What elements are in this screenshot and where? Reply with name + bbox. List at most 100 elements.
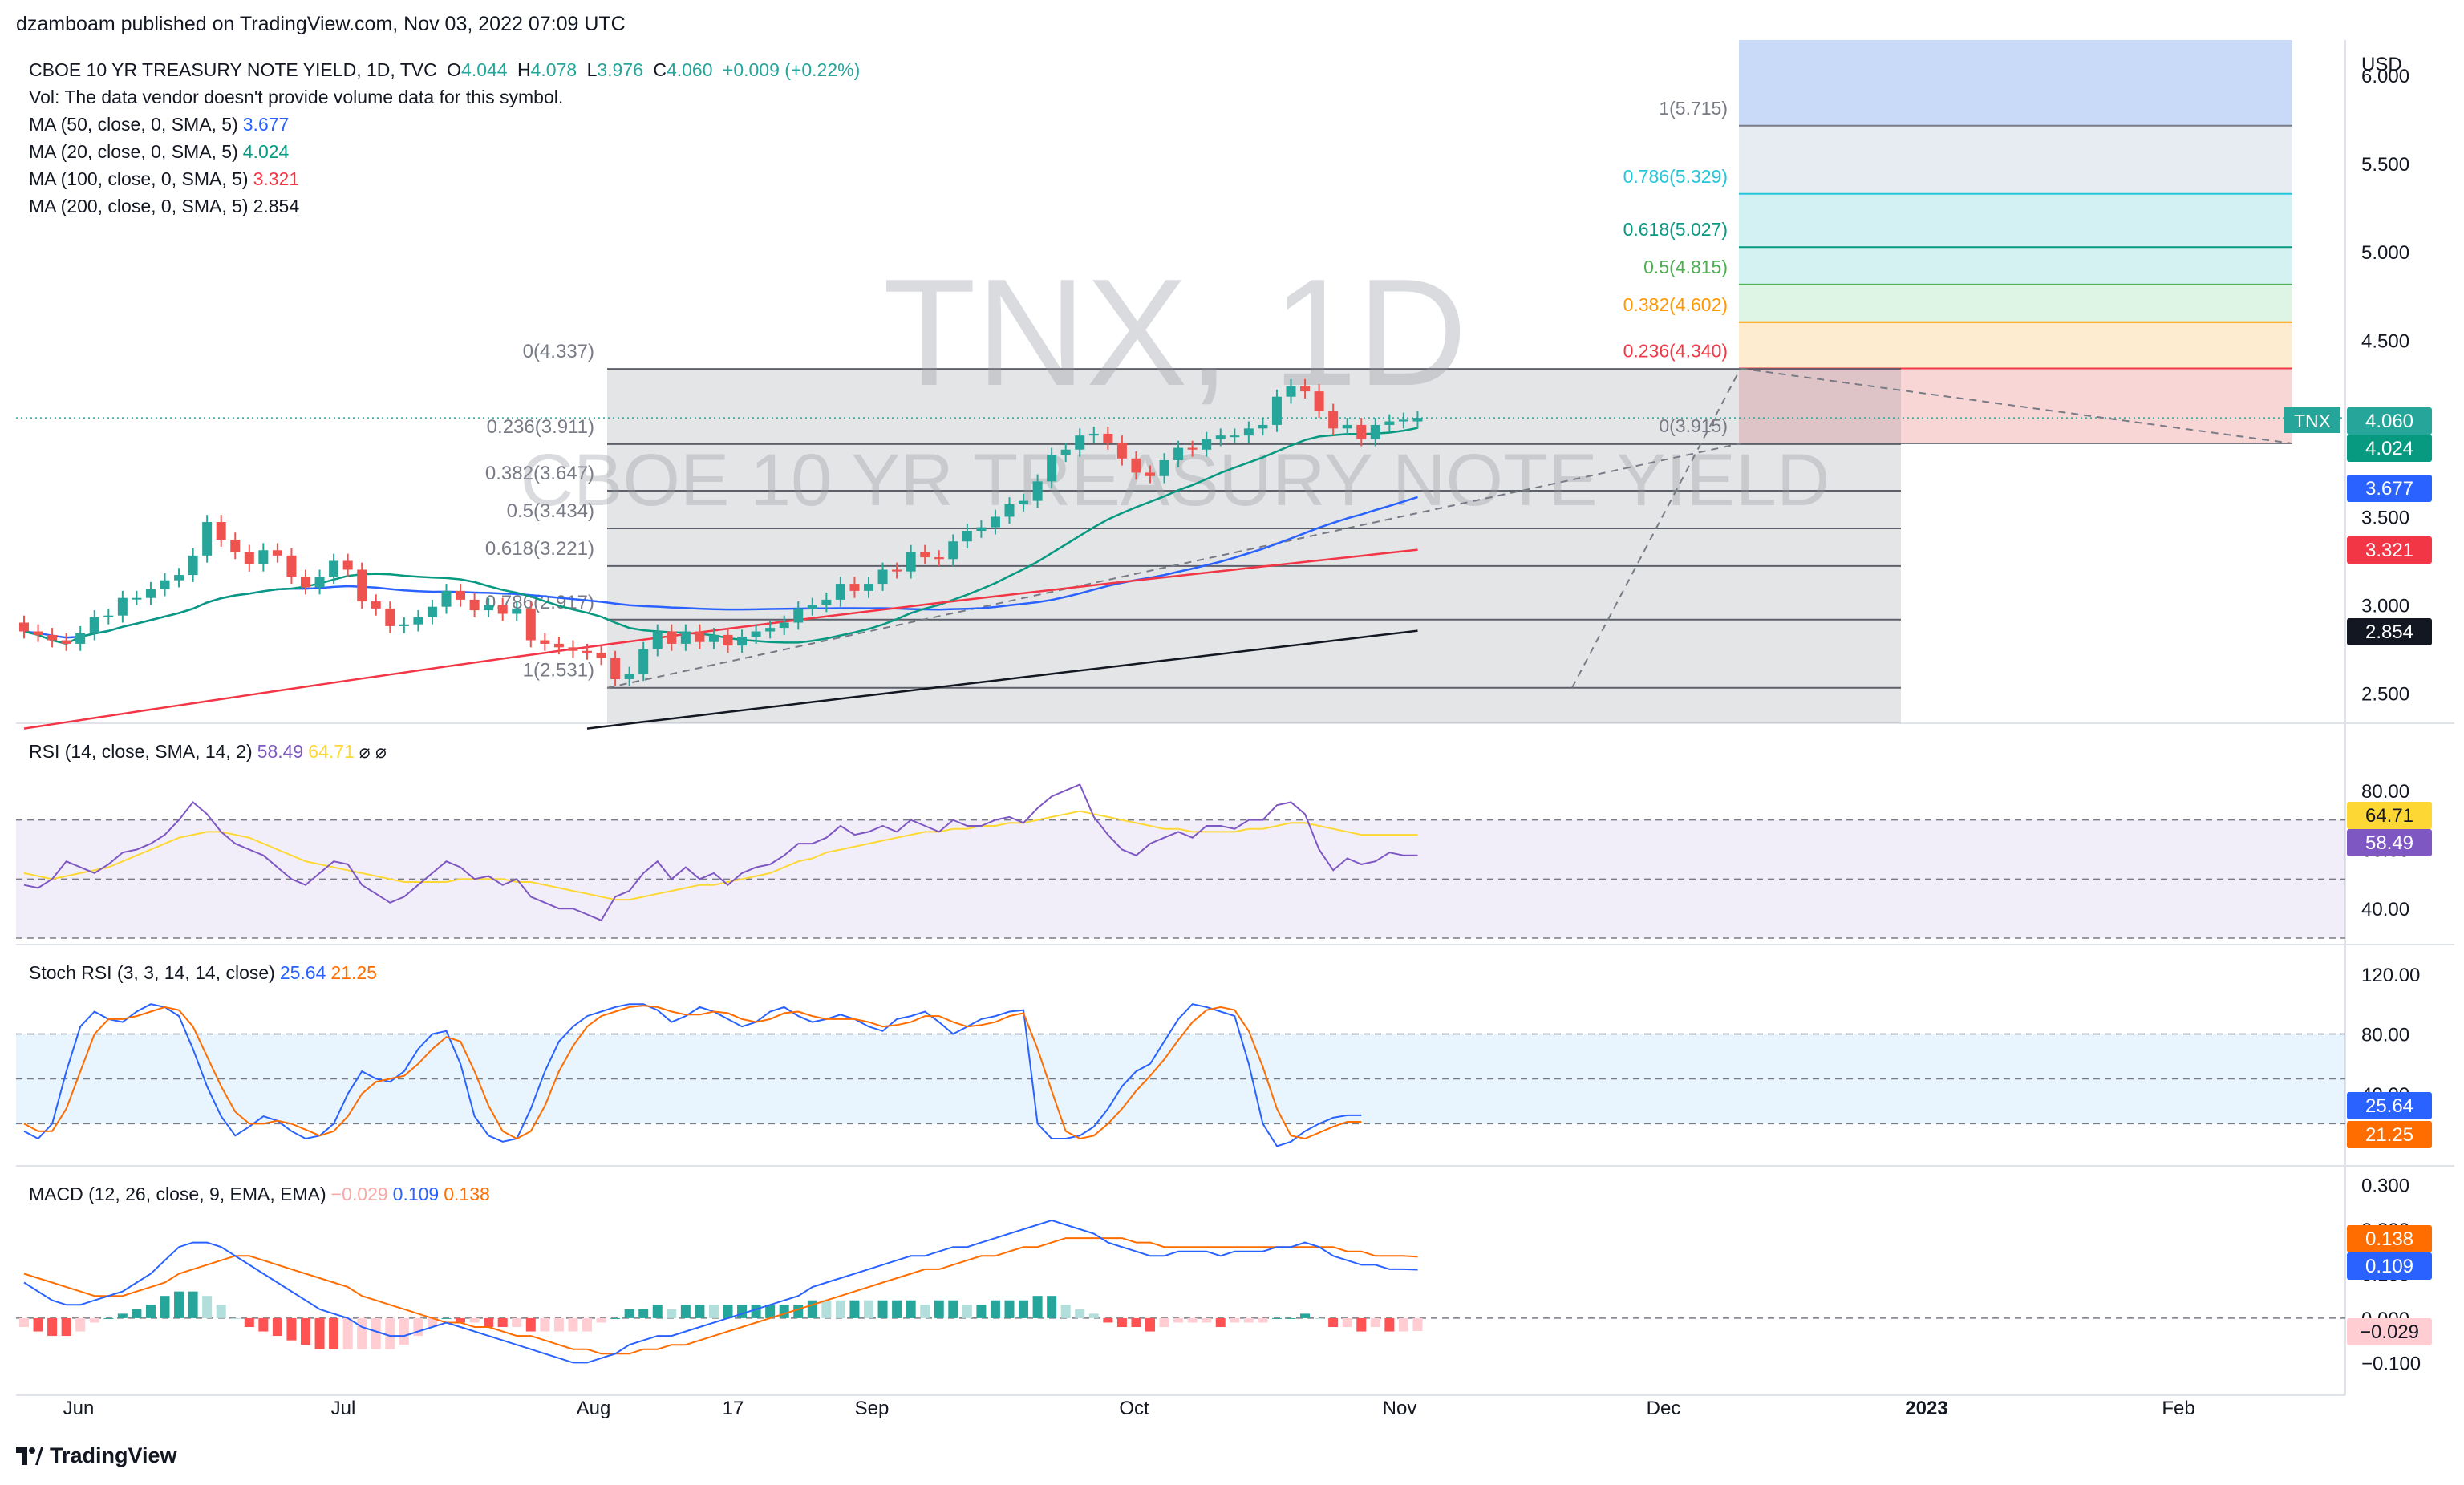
candle-body	[1243, 428, 1254, 436]
time-axis-tick: Oct	[1119, 1398, 1149, 1419]
legend-low: 3.976	[597, 59, 643, 80]
ma20-legend[interactable]: MA (20, close, 0, SMA, 5) 4.024	[29, 141, 294, 163]
fib-ext-band	[1739, 193, 2292, 248]
macd-histogram-bar	[103, 1317, 114, 1319]
macd-histogram-bar	[948, 1300, 958, 1318]
ma100-label: MA (100, close, 0, SMA, 5)	[29, 168, 249, 189]
fib-ret-level-label: 0(4.337)	[523, 341, 594, 362]
main-legend: CBOE 10 YR TREASURY NOTE YIELD, 1D, TVC …	[29, 59, 865, 81]
ma20-value: 4.024	[242, 141, 290, 162]
macd-histogram-bar	[849, 1300, 860, 1318]
candle-body	[737, 637, 748, 646]
time-axis-tick: Feb	[2162, 1398, 2194, 1419]
rsi-price-text: 58.49	[2365, 832, 2413, 854]
macd-histogram-bar	[230, 1317, 241, 1319]
macd-line	[23, 1219, 1418, 1364]
stoch-d-price-box	[2347, 1121, 2432, 1148]
macd-histogram-bar	[61, 1317, 71, 1337]
candle-body	[1370, 424, 1380, 439]
candle-body	[765, 628, 776, 632]
macd-histogram-bar	[1187, 1317, 1198, 1323]
candle-body	[695, 631, 705, 642]
time-axis-tick: Sep	[855, 1398, 890, 1419]
candle-body	[948, 541, 958, 560]
candle-body	[1412, 418, 1423, 422]
macd-histogram-bar	[1019, 1300, 1029, 1318]
candle-body	[920, 552, 930, 558]
candle-body	[103, 615, 114, 617]
macd-histogram-bar	[667, 1309, 677, 1318]
candle-body	[807, 605, 817, 609]
fib-ext-band	[1739, 247, 2292, 285]
candle-body	[1398, 419, 1408, 422]
candle-body	[1314, 391, 1324, 411]
rsi-legend[interactable]: RSI (14, close, SMA, 14, 2) 58.49 64.71 ⌀ ⌀	[29, 741, 391, 763]
macd-histogram-bar	[216, 1305, 226, 1318]
time-axis-tick: Aug	[577, 1398, 611, 1419]
fib-ext-level-label: 0.618(5.027)	[1623, 219, 1728, 240]
time-axis-tick: Jul	[331, 1398, 356, 1419]
candle-body	[413, 617, 424, 625]
ma100-legend[interactable]: MA (100, close, 0, SMA, 5) 3.321	[29, 168, 304, 190]
stoch-k-line	[23, 1003, 1362, 1147]
candle-body	[301, 577, 310, 588]
candle-body	[47, 634, 58, 641]
candle-body	[864, 584, 873, 591]
macd-histogram-bar	[540, 1317, 550, 1332]
macd-value: 0.109	[392, 1184, 440, 1204]
macd-histogram-bar	[314, 1317, 325, 1349]
candle-body	[680, 631, 691, 644]
candle-body	[1187, 447, 1198, 450]
candle-body	[174, 575, 184, 581]
stoch-legend[interactable]: Stoch RSI (3, 3, 14, 14, close) 25.64 21.2…	[29, 962, 382, 984]
ma100-line	[23, 548, 1418, 730]
candle-body	[906, 552, 916, 572]
legend-high: 4.078	[530, 59, 578, 80]
stoch-d-value: 21.25	[330, 962, 377, 983]
macd-histogram-bar	[342, 1317, 353, 1349]
macd-histogram-bar	[357, 1317, 367, 1349]
macd-histogram-bar	[1342, 1317, 1352, 1327]
macd-histogram-bar	[596, 1317, 606, 1323]
ma200-legend[interactable]: MA (200, close, 0, SMA, 5) 2.854	[29, 196, 304, 217]
macd-histogram-bar	[1230, 1317, 1240, 1323]
candle-body	[160, 580, 170, 589]
rsi-ma-line	[23, 810, 1418, 901]
legend-close: 4.060	[666, 59, 713, 80]
candle-body	[1075, 435, 1085, 450]
price-axis-tick: 6.000	[2361, 66, 2409, 87]
macd-signal-price-text: 0.138	[2365, 1228, 2413, 1250]
fib-ret-level-label: 0.5(3.434)	[507, 500, 594, 522]
rsi-ma-price-box	[2347, 802, 2432, 829]
macd-histogram-bar	[272, 1317, 282, 1337]
fib-ret-level-label: 0.618(3.221)	[485, 538, 594, 560]
ma50-legend[interactable]: MA (50, close, 0, SMA, 5) 3.677	[29, 114, 294, 136]
macd-histogram-bar	[1103, 1317, 1113, 1323]
macd-histogram-bar	[737, 1305, 748, 1318]
candle-body	[469, 599, 480, 611]
macd-histogram-bar	[1047, 1296, 1057, 1318]
macd-hist-value: −0.029	[330, 1184, 388, 1204]
rsi-axis-tick: 40.00	[2361, 899, 2409, 921]
macd-histogram-bar	[47, 1317, 58, 1337]
price-axis-tick: 3.000	[2361, 595, 2409, 617]
candle-body	[61, 640, 71, 644]
macd-legend[interactable]: MACD (12, 26, close, 9, EMA, EMA) −0.029 0…	[29, 1184, 495, 1205]
macd-histogram-bar	[301, 1317, 310, 1345]
ma20-line	[23, 427, 1418, 645]
macd-histogram-bar	[174, 1291, 184, 1318]
stoch-axis-tick: 80.00	[2361, 1025, 2409, 1046]
macd-histogram-bar	[469, 1317, 480, 1323]
ma20-label: MA (20, close, 0, SMA, 5)	[29, 141, 238, 162]
vol-note: Vol: The data vendor doesn't provide vol…	[29, 87, 564, 107]
watermark-symbol: TNX, 1D	[883, 248, 1467, 418]
candle-body	[1019, 500, 1029, 505]
tradingview-logo[interactable]: TradingView	[16, 1443, 177, 1468]
macd-histogram-bar	[160, 1296, 170, 1318]
ma50-value: 3.677	[242, 114, 290, 135]
candle-body	[286, 555, 297, 577]
legend-o-label: O	[447, 59, 462, 80]
price-label-text: 2.854	[2365, 621, 2413, 643]
macd-histogram-bar	[920, 1305, 930, 1318]
macd-histogram-bar	[188, 1291, 198, 1318]
